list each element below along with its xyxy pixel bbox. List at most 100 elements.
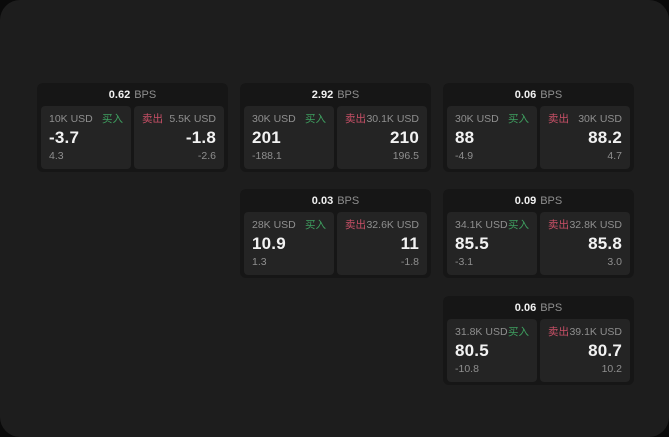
sell-side-label: 卖出 — [548, 219, 569, 231]
buy-size-label: 28K USD — [252, 219, 296, 231]
bps-value: 0.06 — [514, 88, 537, 101]
buy-quote-tile[interactable]: 30K USD 买入 88 -4.9 — [447, 106, 537, 169]
sell-size-label: 30.1K USD — [366, 113, 419, 125]
bps-unit-label: BPS — [540, 194, 563, 207]
buy-delta: -3.1 — [455, 256, 474, 268]
buy-side-label: 买入 — [508, 113, 529, 125]
sell-delta: -2.6 — [197, 150, 216, 162]
card-header: 0.09 BPS — [443, 189, 634, 212]
sell-tile-header: 卖出 32.8K USD — [548, 219, 622, 232]
card-body: 31.8K USD 买入 80.5 -10.8 卖出 39.1K USD 80.… — [443, 319, 634, 385]
sell-tile-header: 卖出 30.1K USD — [345, 113, 419, 126]
buy-tile-header: 31.8K USD 买入 — [455, 326, 529, 339]
buy-quote-tile[interactable]: 28K USD 买入 10.9 1.3 — [244, 212, 334, 275]
card-body: 34.1K USD 买入 85.5 -3.1 卖出 32.8K USD 85.8… — [443, 212, 634, 278]
sell-price: 85.8 — [588, 234, 622, 253]
sell-quote-tile[interactable]: 卖出 5.5K USD -1.8 -2.6 — [134, 106, 224, 169]
buy-side-label: 买入 — [508, 326, 529, 338]
buy-delta: 4.3 — [49, 150, 64, 162]
sell-price: -1.8 — [185, 128, 216, 147]
sell-quote-tile[interactable]: 卖出 30.1K USD 210 196.5 — [337, 106, 427, 169]
quote-card: 2.92 BPS 30K USD 买入 201 -188.1 卖出 30.1K … — [240, 83, 431, 172]
quote-card: 0.62 BPS 10K USD 买入 -3.7 4.3 卖出 5.5K USD… — [37, 83, 228, 172]
bps-unit-label: BPS — [134, 88, 157, 101]
sell-price: 11 — [400, 234, 419, 253]
sell-side-label: 卖出 — [548, 113, 569, 125]
bps-value: 0.62 — [108, 88, 131, 101]
card-header: 0.06 BPS — [443, 296, 634, 319]
quote-card: 0.09 BPS 34.1K USD 买入 85.5 -3.1 卖出 32.8K… — [443, 189, 634, 278]
buy-side-label: 买入 — [508, 219, 529, 231]
buy-price: -3.7 — [49, 128, 80, 147]
sell-size-label: 30K USD — [578, 113, 622, 125]
buy-tile-header: 30K USD 买入 — [455, 113, 529, 126]
buy-tile-header: 34.1K USD 买入 — [455, 219, 529, 232]
buy-quote-tile[interactable]: 10K USD 买入 -3.7 4.3 — [41, 106, 131, 169]
sell-side-label: 卖出 — [345, 113, 366, 125]
buy-quote-tile[interactable]: 31.8K USD 买入 80.5 -10.8 — [447, 319, 537, 382]
buy-tile-header: 30K USD 买入 — [252, 113, 326, 126]
bps-unit-label: BPS — [337, 194, 360, 207]
buy-size-label: 10K USD — [49, 113, 93, 125]
sell-size-label: 32.6K USD — [366, 219, 419, 231]
sell-quote-tile[interactable]: 卖出 32.6K USD 11 -1.8 — [337, 212, 427, 275]
sell-tile-header: 卖出 30K USD — [548, 113, 622, 126]
buy-side-label: 买入 — [305, 219, 326, 231]
card-header: 2.92 BPS — [240, 83, 431, 106]
bps-unit-label: BPS — [540, 301, 563, 314]
buy-delta: -188.1 — [252, 150, 282, 162]
sell-size-label: 32.8K USD — [569, 219, 622, 231]
card-body: 30K USD 买入 201 -188.1 卖出 30.1K USD 210 1… — [240, 106, 431, 172]
bps-value: 0.06 — [514, 301, 537, 314]
sell-delta: -1.8 — [400, 256, 419, 268]
buy-size-label: 30K USD — [252, 113, 296, 125]
bps-unit-label: BPS — [337, 88, 360, 101]
sell-price: 210 — [390, 128, 419, 147]
bps-value: 0.09 — [514, 194, 537, 207]
sell-side-label: 卖出 — [345, 219, 366, 231]
buy-price: 201 — [252, 128, 281, 147]
buy-tile-header: 28K USD 买入 — [252, 219, 326, 232]
sell-quote-tile[interactable]: 卖出 30K USD 88.2 4.7 — [540, 106, 630, 169]
bps-value: 2.92 — [311, 88, 334, 101]
card-body: 28K USD 买入 10.9 1.3 卖出 32.6K USD 11 -1.8 — [240, 212, 431, 278]
buy-delta: -4.9 — [455, 150, 474, 162]
sell-tile-header: 卖出 5.5K USD — [142, 113, 216, 126]
sell-tile-header: 卖出 39.1K USD — [548, 326, 622, 339]
buy-quote-tile[interactable]: 30K USD 买入 201 -188.1 — [244, 106, 334, 169]
buy-size-label: 30K USD — [455, 113, 499, 125]
sell-delta: 4.7 — [607, 150, 622, 162]
buy-side-label: 买入 — [305, 113, 326, 125]
bps-value: 0.03 — [311, 194, 334, 207]
card-header: 0.06 BPS — [443, 83, 634, 106]
buy-side-label: 买入 — [102, 113, 123, 125]
sell-delta: 3.0 — [607, 256, 622, 268]
buy-size-label: 34.1K USD — [455, 219, 508, 231]
card-body: 30K USD 买入 88 -4.9 卖出 30K USD 88.2 4.7 — [443, 106, 634, 172]
sell-price: 80.7 — [588, 341, 622, 360]
buy-price: 10.9 — [252, 234, 286, 253]
sell-delta: 10.2 — [601, 363, 622, 375]
sell-price: 88.2 — [588, 128, 622, 147]
buy-size-label: 31.8K USD — [455, 326, 508, 338]
card-header: 0.62 BPS — [37, 83, 228, 106]
sell-side-label: 卖出 — [142, 113, 163, 125]
sell-side-label: 卖出 — [548, 326, 569, 338]
sell-size-label: 39.1K USD — [569, 326, 622, 338]
sell-quote-tile[interactable]: 卖出 32.8K USD 85.8 3.0 — [540, 212, 630, 275]
buy-price: 88 — [455, 128, 475, 147]
bps-unit-label: BPS — [540, 88, 563, 101]
card-header: 0.03 BPS — [240, 189, 431, 212]
quote-card: 0.06 BPS 30K USD 买入 88 -4.9 卖出 30K USD 8… — [443, 83, 634, 172]
buy-delta: -10.8 — [455, 363, 479, 375]
card-body: 10K USD 买入 -3.7 4.3 卖出 5.5K USD -1.8 -2.… — [37, 106, 228, 172]
buy-quote-tile[interactable]: 34.1K USD 买入 85.5 -3.1 — [447, 212, 537, 275]
sell-delta: 196.5 — [392, 150, 419, 162]
sell-size-label: 5.5K USD — [169, 113, 216, 125]
quote-card: 0.03 BPS 28K USD 买入 10.9 1.3 卖出 32.6K US… — [240, 189, 431, 278]
sell-quote-tile[interactable]: 卖出 39.1K USD 80.7 10.2 — [540, 319, 630, 382]
buy-tile-header: 10K USD 买入 — [49, 113, 123, 126]
buy-price: 80.5 — [455, 341, 489, 360]
sell-tile-header: 卖出 32.6K USD — [345, 219, 419, 232]
